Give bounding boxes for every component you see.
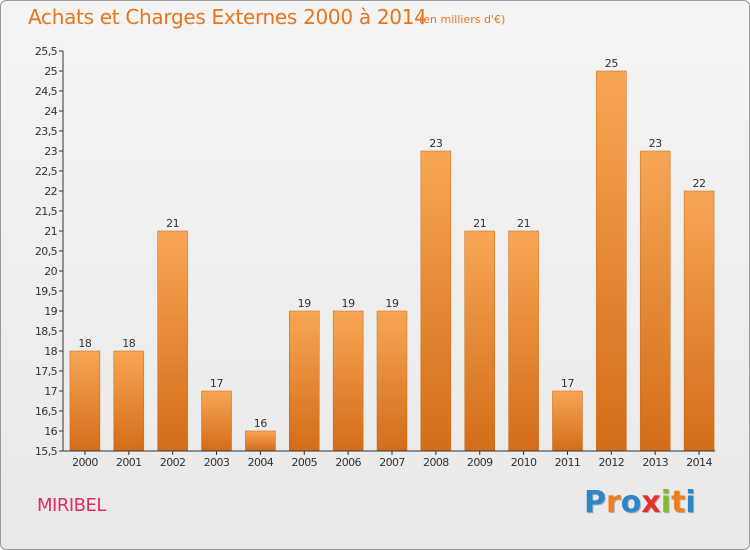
y-tick-label: 23,5 — [35, 125, 58, 138]
y-tick-label: 18,5 — [35, 325, 58, 338]
value-label-2014: 22 — [692, 177, 705, 190]
logo-letter: r — [606, 485, 621, 520]
logo-letter: i — [660, 485, 672, 520]
y-tick-label: 16,5 — [35, 405, 58, 418]
x-tick-label-2014: 2014 — [686, 456, 712, 469]
bar-2014 — [683, 190, 715, 452]
logo-letter: o — [620, 485, 642, 520]
chart-unit: (en milliers d'€) — [419, 13, 506, 26]
value-label-2008: 23 — [429, 137, 443, 150]
logo-letter: P — [584, 485, 606, 520]
x-tick-label-2009: 2009 — [467, 456, 493, 469]
x-tick-label-2003: 2003 — [204, 456, 230, 469]
y-tick-label: 24 — [44, 105, 57, 118]
value-label-2006: 19 — [342, 297, 356, 310]
bar-2006 — [332, 310, 364, 452]
value-label-2012: 25 — [605, 57, 619, 70]
bar-2013 — [639, 150, 671, 452]
y-tick-label: 20,5 — [35, 245, 58, 258]
bar-2010 — [508, 230, 539, 452]
y-axis: 15,5 16 16,5 17 17,5 18 18,5 19 19,5 20 20,5 21 21,5… — [35, 45, 64, 458]
bar-2012 — [596, 70, 627, 452]
bar-2009 — [464, 230, 495, 452]
x-tick-label-2012: 2012 — [599, 456, 625, 469]
bar-2000 — [69, 350, 101, 452]
y-tick-label: 22 — [44, 185, 57, 198]
y-tick-label: 19 — [44, 305, 57, 318]
x-tick-label-2001: 2001 — [116, 456, 142, 469]
value-label-2002: 21 — [166, 217, 179, 230]
bar-2005 — [289, 310, 320, 452]
x-tick-label-2006: 2006 — [335, 456, 361, 469]
bars: 18 18 21 17 16 19 19 19 23 21 21 17 25 23 22 — [69, 57, 715, 452]
y-tick-label: 17,5 — [35, 365, 58, 378]
y-tick-label: 20 — [44, 265, 57, 278]
logo-letter: i — [685, 485, 696, 520]
bar-2007 — [376, 310, 408, 452]
y-tick-label: 23 — [44, 145, 57, 158]
bar-2008 — [420, 150, 452, 452]
bar-2004 — [245, 430, 276, 452]
y-tick-label: 25 — [44, 65, 57, 78]
x-tick-label-2005: 2005 — [291, 456, 317, 469]
x-tick-label-2007: 2007 — [379, 456, 405, 469]
value-label-2013: 23 — [649, 137, 663, 150]
y-tick-label: 24,5 — [35, 85, 58, 98]
y-tick-label: 18 — [44, 345, 57, 358]
y-tick-label: 19,5 — [35, 285, 58, 298]
logo-letter: t — [671, 485, 686, 520]
x-axis: 2000 2001 2002 2003 2004 2005 2006 2007 2008 2009… — [63, 450, 715, 469]
x-tick-label-2000: 2000 — [72, 456, 98, 469]
value-label-2007: 19 — [385, 297, 399, 310]
bar-2002 — [157, 230, 188, 452]
x-tick-label-2004: 2004 — [248, 456, 274, 469]
y-tick-label: 21 — [44, 225, 57, 238]
x-tick-label-2008: 2008 — [423, 456, 449, 469]
bar-2001 — [113, 350, 145, 452]
value-label-2003: 17 — [210, 377, 224, 390]
proxiti-logo[interactable]: Proxiti — [584, 485, 696, 520]
logo-letter: x — [641, 485, 661, 520]
y-tick-label: 25,5 — [35, 45, 58, 58]
chart-title: Achats et Charges Externes 2000 à 2014 — [28, 5, 427, 29]
y-tick-label: 15,5 — [35, 445, 58, 458]
x-tick-label-2013: 2013 — [642, 456, 668, 469]
value-label-2001: 18 — [122, 337, 136, 350]
value-label-2000: 18 — [78, 337, 92, 350]
y-tick-label: 21,5 — [35, 205, 58, 218]
value-label-2004: 16 — [254, 417, 268, 430]
y-tick-label: 17 — [44, 385, 57, 398]
value-label-2011: 17 — [561, 377, 575, 390]
y-tick-label: 16 — [44, 425, 57, 438]
value-label-2009: 21 — [473, 217, 486, 230]
commune-name: MIRIBEL — [37, 495, 106, 516]
bar-2011 — [552, 390, 583, 452]
value-label-2010: 21 — [517, 217, 530, 230]
value-label-2005: 19 — [298, 297, 312, 310]
x-tick-label-2002: 2002 — [160, 456, 186, 469]
x-tick-label-2010: 2010 — [511, 456, 537, 469]
y-tick-label: 22,5 — [35, 165, 58, 178]
bar-2003 — [201, 390, 232, 452]
x-tick-label-2011: 2011 — [555, 456, 581, 469]
